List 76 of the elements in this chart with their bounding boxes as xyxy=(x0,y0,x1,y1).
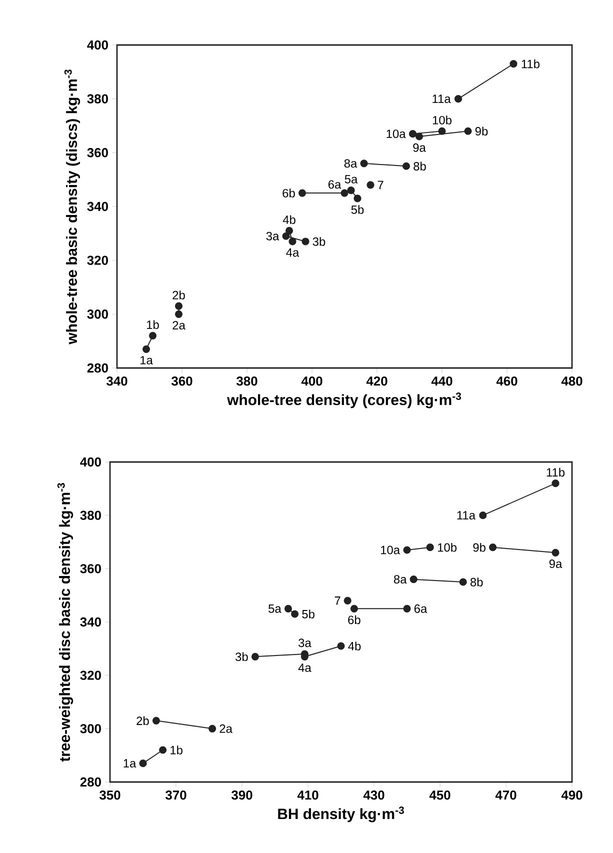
annotation: 11a xyxy=(457,511,476,520)
annotation: 3b xyxy=(236,652,248,662)
x-tick-label: 340 xyxy=(106,376,128,386)
annotation: 4a xyxy=(298,664,312,672)
x-tick-label: 470 xyxy=(495,790,516,800)
y-tick-label: 300 xyxy=(87,310,108,319)
y-tick-label: 400 xyxy=(87,40,108,50)
annotation: 1a xyxy=(124,759,136,768)
annotation: 8b xyxy=(414,162,426,170)
annotation: 1b xyxy=(170,746,182,754)
annotation: 9a xyxy=(413,143,426,152)
annotation: 4b xyxy=(348,642,361,650)
annotation: 9a xyxy=(549,560,562,568)
x-tick-label: 380 xyxy=(236,376,258,386)
annotation: 2a xyxy=(172,321,186,330)
annotation: 10b xyxy=(432,116,452,124)
y-tick-label: 280 xyxy=(87,363,108,373)
annotation: 1a xyxy=(140,356,153,364)
annotation: 8a xyxy=(394,575,407,584)
annotation: 3a xyxy=(298,638,312,648)
annotation: 6a xyxy=(414,604,428,613)
annotation: 6b xyxy=(348,615,360,624)
x-tick-label: 430 xyxy=(363,790,384,800)
y-tick-label: 340 xyxy=(87,202,108,212)
x-tick-label: 480 xyxy=(561,376,582,386)
x-tick-label: 360 xyxy=(171,376,192,386)
annotation: 7 xyxy=(334,596,340,605)
annotation: 5a xyxy=(268,604,282,613)
y-tick-label: 400 xyxy=(80,457,101,467)
annotation: 10a xyxy=(380,546,400,554)
x-tick-label: 460 xyxy=(496,376,518,386)
annotation: 2a xyxy=(220,724,232,733)
annotation: 3a xyxy=(266,232,280,240)
annotation: 6a xyxy=(328,180,342,189)
annotation: 2b xyxy=(172,290,185,300)
y-tick-label: 360 xyxy=(80,564,101,574)
y-tick-label: 380 xyxy=(87,94,108,104)
x-tick-label: 490 xyxy=(561,790,582,800)
annotation: 11b xyxy=(546,468,565,477)
annotation: 2b xyxy=(136,716,149,726)
x-tick-label: 400 xyxy=(301,376,322,386)
annotation: 3b xyxy=(312,237,326,246)
annotation: 11b xyxy=(522,59,540,68)
y-axis-title: tree-weighted disc basic density kg·m$^{-3}$ xyxy=(57,483,74,762)
x-tick-label: 440 xyxy=(431,376,452,386)
annotation: 10a xyxy=(386,130,406,138)
y-axis-title: whole-tree basic density (discs) kg·m$^{-3}$ xyxy=(64,70,80,344)
x-tick-label: 410 xyxy=(297,790,318,800)
x-axis-title: BH density kg·m$^{-3}$ xyxy=(278,806,404,822)
annotation: 5b xyxy=(351,205,364,214)
annotation: 9b xyxy=(473,542,486,552)
y-tick-label: 320 xyxy=(80,670,101,680)
annotation: 10b xyxy=(438,542,457,552)
annotation: 7 xyxy=(378,180,384,190)
annotation: 11a xyxy=(432,94,451,103)
annotation: 4b xyxy=(282,215,296,224)
annotation: 6b xyxy=(282,188,295,198)
annotation: 5b xyxy=(302,610,314,618)
annotation: 4a xyxy=(286,248,300,257)
annotation: 9b xyxy=(475,126,488,136)
x-tick-label: 450 xyxy=(429,790,450,800)
annotation: 8b xyxy=(470,578,483,586)
annotation: 1b xyxy=(147,320,159,329)
x-axis-title: whole-tree density (cores) kg·m$^{-3}$ xyxy=(227,392,462,408)
annotation: 8a xyxy=(344,159,358,168)
y-tick-label: 280 xyxy=(80,777,101,787)
y-tick-label: 340 xyxy=(80,617,101,627)
x-tick-label: 390 xyxy=(231,790,252,800)
x-tick-label: 350 xyxy=(99,790,120,800)
y-tick-label: 300 xyxy=(80,724,101,734)
x-tick-label: 420 xyxy=(366,376,388,386)
annotation: 5a xyxy=(344,175,358,184)
y-tick-label: 320 xyxy=(87,256,108,265)
y-tick-label: 360 xyxy=(87,148,108,158)
y-tick-label: 380 xyxy=(80,510,101,520)
x-tick-label: 370 xyxy=(165,790,186,800)
